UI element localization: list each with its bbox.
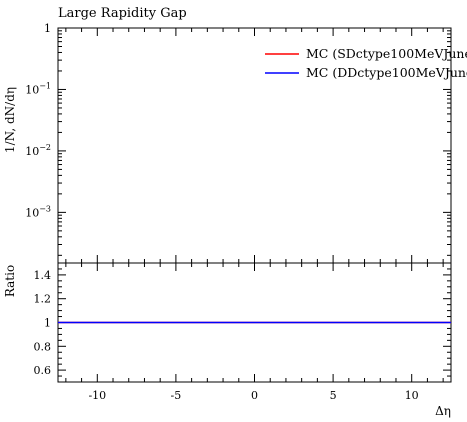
- x-tick-label: -5: [171, 389, 182, 402]
- x-tick-label: 0: [251, 389, 258, 402]
- x-tick-labels: -10 -5 0 5 10: [88, 389, 418, 402]
- ratio-tick-label: 0.8: [34, 340, 52, 353]
- ratio-tick-label: 1: [44, 317, 51, 330]
- y-tick-label: 10−1: [25, 81, 51, 96]
- x-tick-label: 10: [405, 389, 419, 402]
- ratio-tick-label: 0.6: [34, 364, 52, 377]
- ratio-ticks: 1.4 1.2 1 0.8 0.6: [34, 263, 451, 382]
- x-tick-label: 5: [330, 389, 337, 402]
- ratio-tick-label: 1.2: [34, 293, 52, 306]
- y-tick-label: 10−2: [25, 143, 51, 158]
- y-tick-label: 1: [44, 22, 51, 35]
- legend-label-sd: MC (SDctype100MeVJune: [306, 46, 467, 61]
- x-axis-label: Δη: [435, 404, 451, 418]
- ratio-tick-label: 1.4: [34, 269, 52, 282]
- main-plot-frame: [57, 27, 452, 264]
- ratio-axis-label: Ratio: [3, 265, 17, 297]
- main-ticks: 1 10−1 10−2 10−3: [25, 22, 451, 263]
- y-tick-label: 10−3: [25, 204, 51, 219]
- x-tick-label: -10: [88, 389, 106, 402]
- legend: MC (SDctype100MeVJune MC (DDctype100MeVJ…: [265, 46, 467, 80]
- y-axis-label: 1/N, dN/dη: [3, 87, 17, 153]
- chart-title: Large Rapidity Gap: [58, 6, 187, 21]
- legend-label-dd: MC (DDctype100MeVJune: [306, 65, 467, 80]
